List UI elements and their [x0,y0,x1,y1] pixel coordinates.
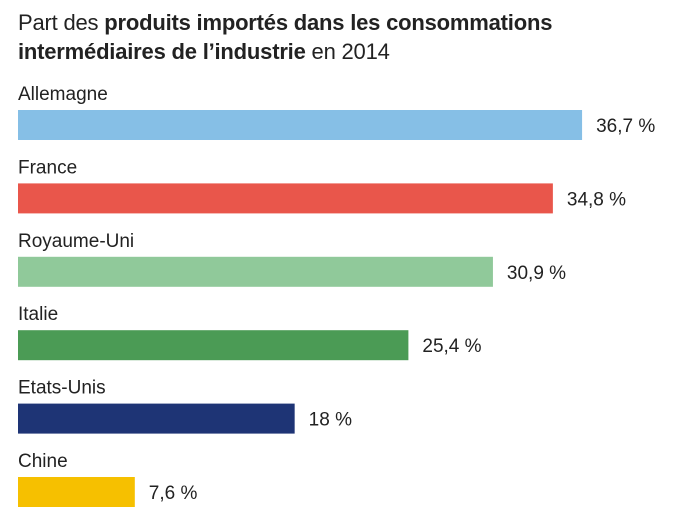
title-suffix: en 2014 [305,39,390,64]
title-prefix: Part des [18,10,105,35]
value-label: 36,7 % [596,116,655,137]
bar [18,403,295,434]
chart-title: Part des produits importés dans les cons… [18,8,668,66]
value-label: 34,8 % [567,189,626,210]
value-label: 7,6 % [149,483,198,504]
value-label: 30,9 % [507,263,566,284]
category-label: Allemagne [18,84,108,105]
bar [18,256,493,287]
category-label: Chine [18,451,68,472]
category-label: Italie [18,304,58,325]
title-emphasis: produits importés dans les consommations… [18,10,553,64]
bar [18,477,135,507]
bar [18,330,409,361]
value-label: 18 % [309,410,352,431]
category-label: France [18,157,77,178]
category-label: Royaume-Uni [18,231,134,252]
value-label: 25,4 % [422,336,481,357]
bar [18,110,583,140]
category-label: Etats-Unis [18,378,106,399]
bar [18,183,553,214]
